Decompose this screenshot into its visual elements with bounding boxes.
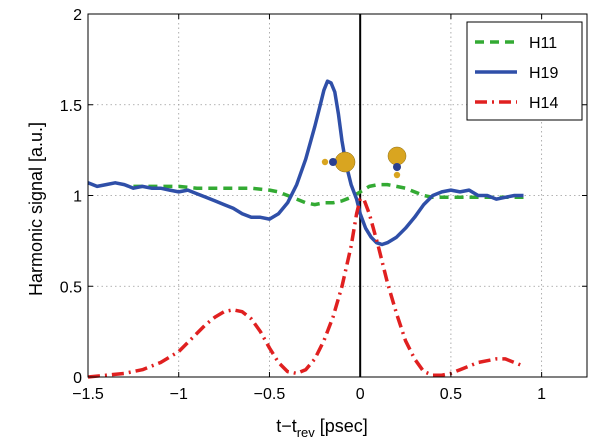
y-tick-label: 0 xyxy=(73,370,82,387)
molecule-icon-aligned xyxy=(321,151,356,173)
legend-label-h11: H11 xyxy=(529,35,557,52)
tick-label-layer: −1.5 −1 −0.5 0 0.5 1 0 0.5 1 1.5 2 xyxy=(60,7,587,403)
x-tick-label: −1.5 xyxy=(72,386,104,403)
y-tick-label: 2 xyxy=(73,7,82,24)
series-line-h19 xyxy=(87,79,524,247)
x-tick-label: 1 xyxy=(537,386,546,403)
series-line-h14 xyxy=(87,197,525,379)
x-tick-label: −0.5 xyxy=(254,386,286,403)
x-axis-title: t−trev [psec] xyxy=(276,416,368,440)
legend-label-h14: H14 xyxy=(529,95,558,112)
y-tick-label: 1 xyxy=(73,189,82,206)
x-tick-label: 0.5 xyxy=(440,386,462,403)
x-tick-label: −1 xyxy=(170,386,188,403)
y-axis-title: Harmonic signal [a.u.] xyxy=(26,122,46,296)
series-line-h11 xyxy=(133,182,524,207)
y-tick-label: 1.5 xyxy=(60,98,82,115)
legend: H11 H19 H14 xyxy=(466,21,583,121)
molecule-icon-perpendicular xyxy=(387,146,407,179)
legend-label-h19: H19 xyxy=(529,65,558,82)
y-tick-label: 0.5 xyxy=(60,279,82,296)
series-layer xyxy=(87,79,525,379)
x-tick-label: 0 xyxy=(356,386,365,403)
